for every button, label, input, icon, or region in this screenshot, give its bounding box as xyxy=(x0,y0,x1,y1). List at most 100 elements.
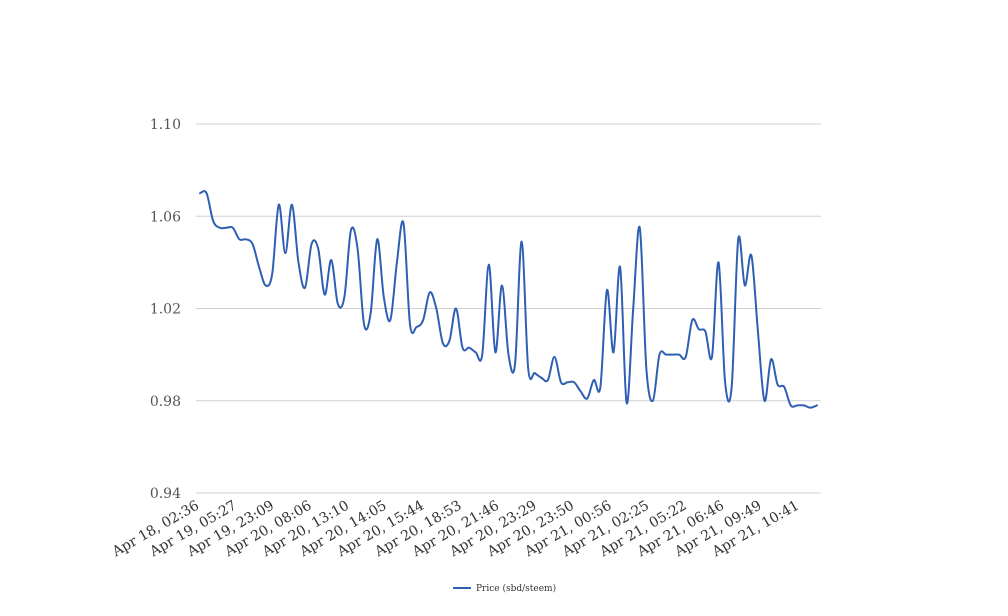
data-point-87 xyxy=(770,358,772,360)
data-point-82 xyxy=(737,238,739,240)
data-point-80 xyxy=(724,381,726,383)
data-point-72 xyxy=(672,354,674,356)
data-point-23 xyxy=(350,229,352,231)
data-point-50 xyxy=(527,367,529,369)
data-point-22 xyxy=(343,296,345,298)
y-tick-label-1: 0.98 xyxy=(150,394,181,410)
data-point-93 xyxy=(809,407,811,409)
data-point-42 xyxy=(475,351,477,353)
data-point-44 xyxy=(488,264,490,266)
data-point-70 xyxy=(658,354,660,356)
data-point-1 xyxy=(206,192,208,194)
data-point-46 xyxy=(501,284,503,286)
data-point-81 xyxy=(731,386,733,388)
data-point-64 xyxy=(619,266,621,268)
data-point-35 xyxy=(429,291,431,293)
data-point-57 xyxy=(573,381,575,383)
data-point-86 xyxy=(763,400,765,402)
data-point-4 xyxy=(225,227,227,229)
data-point-49 xyxy=(521,241,523,243)
data-point-5 xyxy=(232,227,234,229)
data-point-66 xyxy=(632,308,634,310)
data-point-40 xyxy=(462,347,464,349)
data-point-84 xyxy=(750,254,752,256)
data-point-48 xyxy=(514,363,516,365)
data-point-55 xyxy=(560,381,562,383)
data-point-85 xyxy=(757,331,759,333)
data-point-6 xyxy=(238,238,240,240)
data-point-88 xyxy=(777,384,779,386)
series-layer xyxy=(199,190,818,409)
data-point-19 xyxy=(324,294,326,296)
data-point-89 xyxy=(783,386,785,388)
data-point-38 xyxy=(448,340,450,342)
data-point-14 xyxy=(291,204,293,206)
data-point-92 xyxy=(803,404,805,406)
data-point-18 xyxy=(317,248,319,250)
data-point-52 xyxy=(540,377,542,379)
data-point-67 xyxy=(639,227,641,229)
data-point-79 xyxy=(718,261,720,263)
data-point-58 xyxy=(580,391,582,393)
y-tick-label-0: 0.94 xyxy=(150,486,181,502)
data-point-9 xyxy=(258,266,260,268)
data-point-21 xyxy=(337,303,339,305)
data-point-78 xyxy=(711,356,713,358)
data-point-41 xyxy=(468,347,470,349)
data-point-0 xyxy=(199,192,201,194)
data-point-90 xyxy=(790,404,792,406)
y-tick-label-4: 1.10 xyxy=(150,117,181,133)
data-point-76 xyxy=(698,328,700,330)
data-point-31 xyxy=(402,222,404,224)
data-point-39 xyxy=(455,308,457,310)
data-point-73 xyxy=(678,354,680,356)
data-point-17 xyxy=(311,243,313,245)
data-point-3 xyxy=(219,227,221,229)
data-point-47 xyxy=(508,354,510,356)
data-point-75 xyxy=(691,319,693,321)
data-point-20 xyxy=(330,259,332,261)
data-point-43 xyxy=(481,354,483,356)
data-point-24 xyxy=(357,248,359,250)
data-point-12 xyxy=(278,204,280,206)
data-point-65 xyxy=(626,402,628,404)
data-point-37 xyxy=(442,342,444,344)
data-point-45 xyxy=(494,351,496,353)
data-point-2 xyxy=(212,220,214,222)
data-point-15 xyxy=(297,261,299,263)
data-point-61 xyxy=(599,386,601,388)
data-point-28 xyxy=(383,296,385,298)
data-point-53 xyxy=(547,379,549,381)
data-point-91 xyxy=(796,404,798,406)
data-point-10 xyxy=(265,284,267,286)
data-point-26 xyxy=(370,312,372,314)
data-point-30 xyxy=(396,261,398,263)
data-point-11 xyxy=(271,273,273,275)
y-tick-label-3: 1.06 xyxy=(150,209,181,225)
legend-label-price: Price (sbd/steem) xyxy=(476,583,556,594)
data-point-94 xyxy=(816,404,818,406)
gridlines xyxy=(196,123,821,494)
data-point-27 xyxy=(376,238,378,240)
data-point-51 xyxy=(534,372,536,374)
data-point-7 xyxy=(245,238,247,240)
data-point-36 xyxy=(435,308,437,310)
data-point-16 xyxy=(304,287,306,289)
data-point-29 xyxy=(389,319,391,321)
legend: Price (sbd/steem) xyxy=(453,583,556,594)
data-point-8 xyxy=(252,243,254,245)
data-point-63 xyxy=(613,351,615,353)
data-point-32 xyxy=(409,324,411,326)
data-point-25 xyxy=(363,324,365,326)
data-point-74 xyxy=(685,356,687,358)
data-point-59 xyxy=(586,397,588,399)
data-point-33 xyxy=(416,326,418,328)
data-point-62 xyxy=(606,289,608,291)
data-point-13 xyxy=(284,252,286,254)
y-tick-label-2: 1.02 xyxy=(150,302,181,318)
data-point-68 xyxy=(645,367,647,369)
data-point-77 xyxy=(704,331,706,333)
data-point-54 xyxy=(553,356,555,358)
